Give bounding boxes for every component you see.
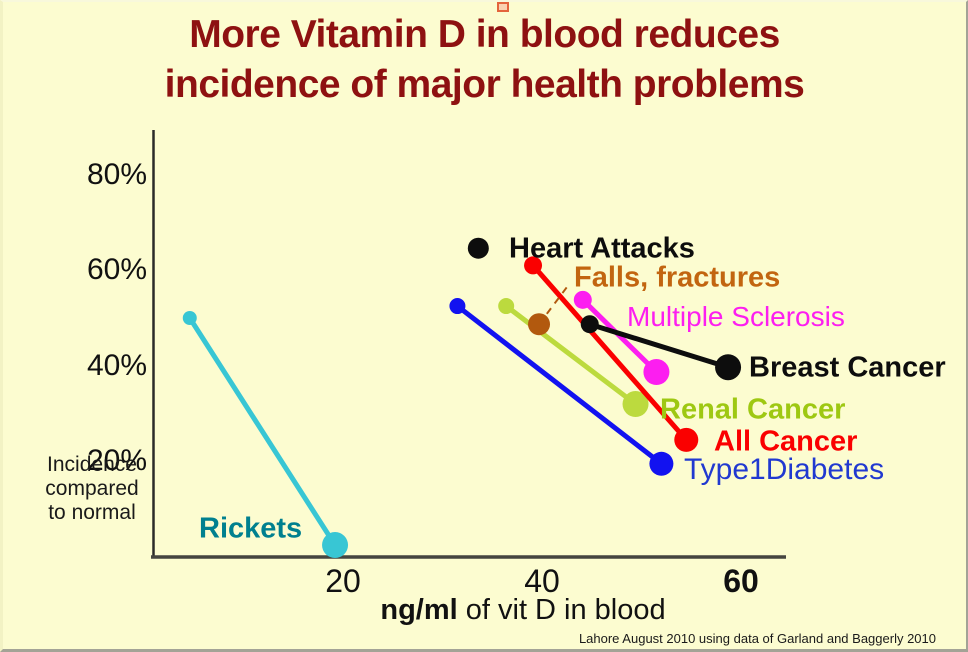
breast-cancer-line	[587, 321, 731, 370]
type1-diabetes-line	[454, 303, 664, 467]
series-label-heart-attacks: Heart Attacks	[509, 232, 695, 265]
type1-diabetes-end-dot	[649, 451, 674, 476]
x-tick-40: 40	[524, 563, 560, 599]
renal-cancer-end-dot	[622, 391, 649, 418]
x-tick-20: 20	[325, 563, 361, 599]
y-axis-title-line2: compared	[45, 477, 139, 500]
x-tick-60: 60	[723, 563, 759, 599]
attribution-text: Lahore August 2010 using data of Garland…	[578, 631, 936, 646]
renal-cancer-start-dot	[498, 298, 515, 315]
breast-cancer-start-dot	[580, 315, 599, 334]
multiple-sclerosis-start-dot	[573, 290, 592, 309]
falls-fractures-leader-line	[538, 282, 571, 325]
x-axis-title-rest: of vit D in blood	[457, 594, 666, 626]
all-cancer-line	[530, 262, 689, 443]
heart-attacks-start-dot	[467, 237, 489, 259]
chart-title: More Vitamin D in blood reduces incidenc…	[3, 10, 966, 110]
y-axis-title: Incidence compared to normal	[45, 453, 138, 525]
all-cancer-start-dot	[524, 256, 543, 275]
series-label-rickets: Rickets	[199, 512, 303, 545]
rickets-end-dot	[322, 532, 349, 559]
chart-title-line1: More Vitamin D in blood reduces	[189, 13, 780, 56]
y-axis-title-line3: to normal	[48, 501, 136, 524]
chart-title-line2: incidence of major health problems	[164, 63, 805, 106]
series-label-all-cancer: All Cancer	[714, 425, 858, 458]
breast-cancer-end-dot	[715, 354, 742, 381]
chart-canvas	[151, 130, 786, 559]
selection-handle[interactable]	[497, 2, 509, 12]
y-tick-40: 40%	[86, 348, 147, 382]
series-label-falls-fractures: Falls, fractures	[574, 261, 781, 294]
x-axis-title-unit: ng/ml	[380, 594, 458, 626]
falls-fractures-start-dot	[528, 313, 551, 336]
x-axis-title: ng/ml of vit D in blood	[380, 594, 665, 627]
series-label-renal-cancer: Renal Cancer	[660, 393, 846, 426]
y-tick-20: 20%	[86, 444, 147, 478]
series-label-breast-cancer: Breast Cancer	[749, 351, 946, 384]
all-cancer-end-dot	[674, 427, 699, 452]
y-tick-60: 60%	[86, 253, 147, 287]
series-label-type1-diabetes: Type1Diabetes	[684, 453, 885, 486]
y-tick-80: 80%	[86, 157, 147, 191]
rickets-start-dot	[182, 311, 197, 325]
y-axis-title-line1: Incidence	[47, 453, 137, 476]
multiple-sclerosis-end-dot	[643, 359, 670, 386]
series-label-multiple-sclerosis: Multiple Sclerosis	[627, 301, 845, 332]
type1-diabetes-start-dot	[449, 298, 466, 315]
renal-cancer-line	[503, 303, 639, 407]
rickets-line	[187, 315, 338, 548]
